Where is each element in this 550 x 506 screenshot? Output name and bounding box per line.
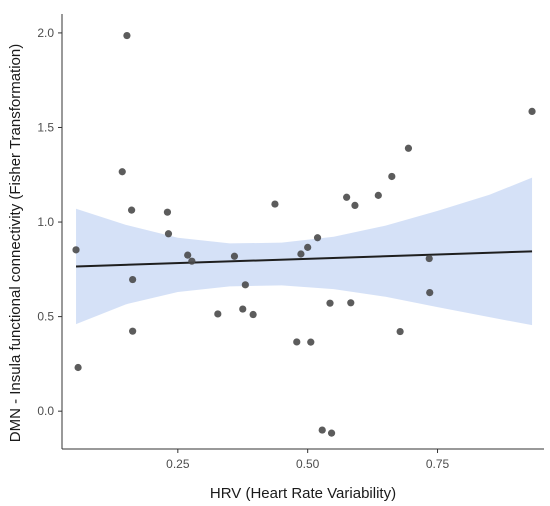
data-point <box>388 172 396 181</box>
x-axis-title: HRV (Heart Rate Variability) <box>210 485 396 502</box>
data-point <box>163 208 172 216</box>
data-point <box>313 234 322 242</box>
data-point <box>374 191 382 199</box>
data-point <box>184 251 192 259</box>
data-point <box>293 338 301 346</box>
confidence-band-layer <box>76 177 533 326</box>
data-point <box>396 327 404 336</box>
x-tick-label: 0.75 <box>426 457 450 471</box>
data-point <box>129 275 137 284</box>
data-point <box>127 206 136 214</box>
data-point <box>164 230 173 238</box>
data-point <box>118 168 126 176</box>
data-point <box>318 426 326 434</box>
data-point <box>214 310 222 318</box>
y-tick-label: 0.0 <box>37 404 54 418</box>
data-point <box>188 257 196 265</box>
data-point <box>343 193 351 201</box>
data-point <box>230 252 239 260</box>
y-axis-title: DMN - Insula functional connectivity (Fi… <box>7 44 24 442</box>
data-point <box>123 31 131 40</box>
data-point <box>304 243 312 251</box>
y-tick-label: 1.0 <box>37 215 54 229</box>
data-point <box>129 327 137 335</box>
data-point <box>351 201 359 209</box>
data-point <box>326 299 334 307</box>
data-point <box>327 429 336 437</box>
y-tick-label: 0.5 <box>37 310 54 324</box>
data-point <box>307 338 315 346</box>
data-point <box>297 250 305 258</box>
data-point <box>271 200 279 208</box>
data-point <box>425 254 433 263</box>
data-point <box>347 299 355 307</box>
data-points-layer <box>72 31 536 437</box>
x-tick-label: 0.50 <box>296 457 320 471</box>
data-point <box>74 363 82 372</box>
y-tick-label: 1.5 <box>37 120 54 134</box>
data-point <box>426 288 434 297</box>
axes-layer: 0.0 0.5 1.0 1.5 2.0 0.25 0.50 0.75 <box>37 14 544 471</box>
data-point <box>528 107 536 116</box>
data-point <box>72 246 80 254</box>
fit-line-layer <box>75 250 533 268</box>
x-tick-label: 0.25 <box>166 457 190 471</box>
data-point <box>239 305 247 313</box>
data-point <box>249 310 257 319</box>
regression-line <box>75 250 533 268</box>
data-point <box>404 144 413 152</box>
y-tick-label: 2.0 <box>37 26 54 40</box>
data-point <box>241 281 249 289</box>
confidence-band <box>76 177 533 326</box>
